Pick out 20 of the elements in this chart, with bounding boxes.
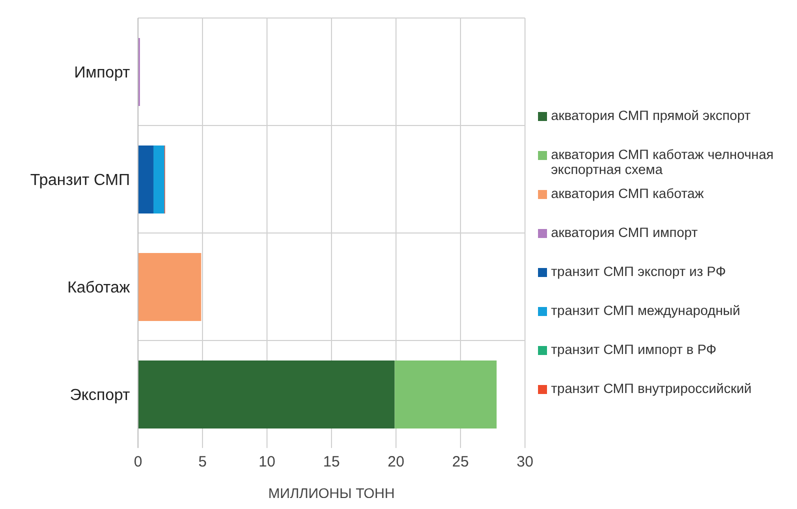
- legend-label: транзит СМП импорт в РФ: [551, 342, 716, 357]
- x-tick-label: 5: [198, 454, 207, 471]
- y-tick-label: Импорт: [74, 64, 131, 82]
- legend-label: транзит СМП международный: [551, 303, 740, 318]
- legend-label: акватория СМП каботаж: [551, 186, 704, 201]
- y-tick-label: Экспорт: [70, 386, 131, 404]
- x-tick-label: 10: [258, 454, 276, 471]
- y-tick-label: Транзит СМП: [30, 172, 130, 189]
- x-tick-label: 20: [388, 454, 404, 471]
- x-axis-title: МИЛЛИОНЫ ТОНН: [268, 485, 395, 501]
- legend-label: транзит СМП экспорт из РФ: [551, 264, 726, 279]
- legend-label: транзит СМП внутрироссийский: [551, 381, 752, 396]
- x-tick-label: 25: [452, 454, 469, 471]
- x-tick-label: 0: [134, 454, 142, 471]
- legend-label: акватория СМП прямой экспорт: [551, 108, 751, 123]
- legend-label: акватория СМП импорт: [551, 225, 698, 240]
- x-tick-label: 30: [516, 454, 534, 471]
- x-tick-label: 15: [323, 454, 340, 471]
- legend-label: акватория СМП каботаж челночная экспортная схема: [551, 147, 775, 177]
- y-tick-label: Каботаж: [67, 279, 130, 296]
